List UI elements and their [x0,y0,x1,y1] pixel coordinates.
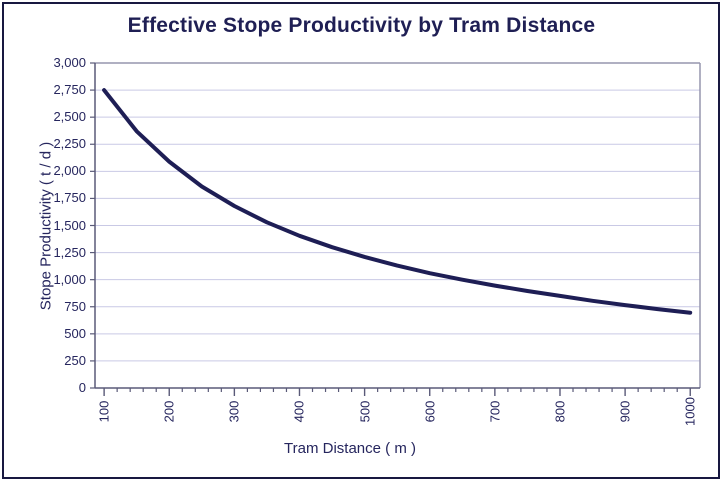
y-tick-label: 2,250 [53,136,86,152]
x-tick-label: 300 [226,400,242,423]
x-tick-label: 900 [617,400,633,423]
x-tick-label: 600 [422,400,438,423]
y-tick-label: 1,250 [53,244,86,260]
productivity-curve [102,88,693,315]
y-tick-label: 500 [64,325,86,341]
y-tick-label: 1,750 [53,190,86,206]
chart-title: Effective Stope Productivity by Tram Dis… [127,14,596,37]
x-tick-label: 100 [96,400,112,423]
y-tick-label: 1,000 [53,271,86,287]
y-tick-label: 1,500 [53,217,86,233]
y-tick-label: 0 [78,380,86,395]
y-tick-label: 3,000 [53,55,86,70]
y-tick-label: 2,750 [53,82,86,98]
y-tick-label: 2,500 [53,109,86,125]
x-tick-label: 800 [552,400,568,423]
x-tick-label: 700 [487,400,503,423]
x-axis-title: Tram Distance ( m ) [284,440,416,457]
x-tick-label: 1000 [682,397,698,426]
x-tick-label: 500 [357,400,373,423]
y-tick-label: 250 [64,352,86,368]
y-tick-label: 2,000 [53,163,86,179]
x-tick-label: 400 [291,400,307,423]
y-tick-label: 750 [64,298,86,314]
x-tick-label: 200 [161,400,177,423]
